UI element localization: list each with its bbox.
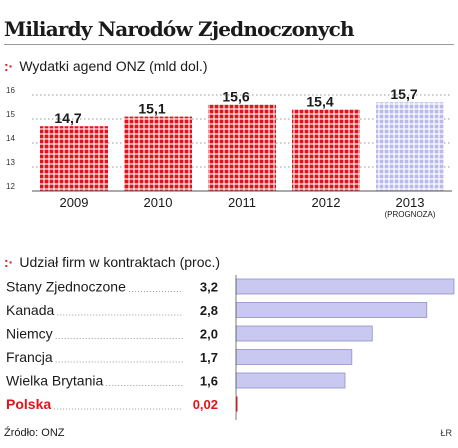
bar xyxy=(235,278,455,295)
x-tick-note: (PROGNOZA) xyxy=(384,210,435,219)
value-label: 0,02 xyxy=(193,397,218,412)
value-label: 2,0 xyxy=(200,327,218,342)
section-heading-spending: :· Wydatki agend ONZ (mld dol.) xyxy=(4,58,208,74)
y-tick-label: 14 xyxy=(6,134,15,143)
bar xyxy=(40,126,108,191)
y-tick-label: 16 xyxy=(6,86,15,95)
author-credit: ŁR xyxy=(440,428,452,438)
category-label: Niemcy xyxy=(6,326,53,342)
value-label: 2,8 xyxy=(200,303,218,318)
bar xyxy=(292,109,360,191)
data-label: 15,4 xyxy=(306,93,333,109)
value-label: 3,2 xyxy=(200,280,218,295)
section-marker-icon: :· xyxy=(4,254,14,270)
spending-chart-title: Wydatki agend ONZ (mld dol.) xyxy=(19,58,208,74)
bar xyxy=(208,104,276,191)
bar xyxy=(236,396,238,412)
x-tick-label: 2011 xyxy=(228,195,256,210)
y-tick-label: 15 xyxy=(6,110,15,119)
y-tick-label: 12 xyxy=(6,182,15,191)
x-tick-label: 2012 xyxy=(312,195,341,210)
chart-title: Miliardy Narodów Zjednoczonych xyxy=(4,14,454,45)
x-tick-label: 2010 xyxy=(144,195,173,210)
x-tick-label: 2013 xyxy=(396,195,425,210)
data-label: 15,6 xyxy=(222,89,249,105)
source-note: Źródło: ONZ xyxy=(4,427,65,439)
data-label: 15,7 xyxy=(390,86,417,102)
value-label: 1,7 xyxy=(200,350,218,365)
share-chart-title: Udział firm w kontraktach (proc.) xyxy=(19,254,221,270)
category-label: Francja xyxy=(6,349,53,365)
data-label: 15,1 xyxy=(138,101,165,117)
category-label: Wielka Brytania xyxy=(6,373,103,389)
category-label: Polska xyxy=(6,396,51,412)
section-heading-share: :· Udział firm w kontraktach (proc.) xyxy=(4,254,220,270)
bar xyxy=(235,325,373,342)
bar xyxy=(376,102,444,191)
y-tick-label: 13 xyxy=(6,158,15,167)
bar xyxy=(124,116,192,191)
data-label: 14,7 xyxy=(54,110,81,126)
section-marker-icon: :· xyxy=(4,58,14,74)
bar xyxy=(235,372,346,389)
x-tick-label: 2009 xyxy=(60,195,89,210)
value-label: 1,6 xyxy=(200,374,218,389)
bar xyxy=(235,302,428,318)
category-label: Kanada xyxy=(6,302,54,318)
bar xyxy=(235,349,353,365)
category-label: Stany Zjednoczone xyxy=(6,279,126,295)
